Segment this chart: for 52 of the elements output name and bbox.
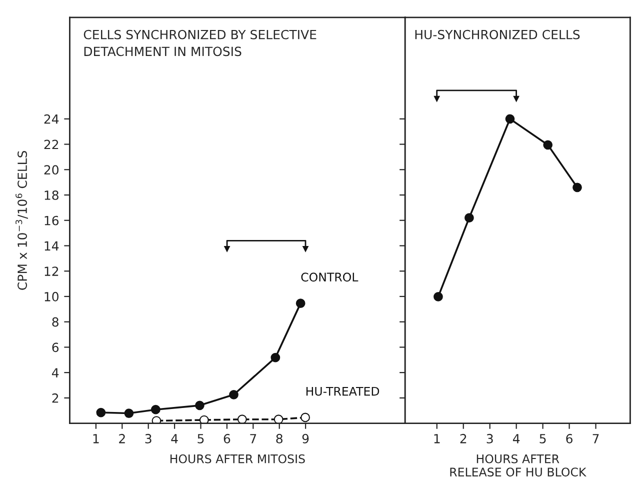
point (543, 140, 553, 150)
x-tick-label: 2 (460, 434, 466, 444)
text: HU-SYNCHRONIZED CELLS (415, 30, 580, 40)
x-tick-label: 7 (592, 434, 599, 444)
point (274, 414, 284, 424)
point (464, 213, 474, 223)
text: CELLS SYNCHRONIZED BY SELECTIVE DETACHMENT IN MITOSIS (84, 30, 316, 56)
y-tick-label: 12 (44, 266, 58, 276)
point (300, 412, 310, 422)
point (296, 298, 306, 308)
x-tick-label: 6 (224, 434, 230, 444)
x-tick-label: 8 (276, 434, 282, 444)
point (572, 182, 582, 192)
x-tick-label: 1 (434, 434, 440, 444)
point (150, 404, 160, 414)
x-tick-label: 9 (302, 434, 309, 444)
point (195, 400, 204, 410)
x-tick-label: 6 (566, 434, 572, 444)
y-tick-label: 22 (44, 140, 58, 150)
y-tick-label: 6 (52, 342, 59, 352)
x-tick-label: 5 (540, 434, 546, 444)
x-tick-label: 4 (171, 434, 178, 444)
x-tick-label: 5 (198, 434, 204, 444)
x-tick-label: 7 (250, 434, 256, 444)
y-tick-label: 14 (44, 241, 59, 250)
x-axis-title: HOURS AFTER RELEASE OF HU BLOCK (450, 454, 586, 477)
y-tick-label: 16 (44, 216, 59, 226)
series-label: HU-TREATED (306, 386, 380, 396)
y-tick-label: 18 (44, 190, 58, 200)
point (237, 414, 247, 424)
y-tick-label: 8 (52, 317, 58, 327)
point (505, 114, 515, 124)
y-tick-label: 2 (52, 393, 58, 403)
x-tick-label: 3 (486, 434, 493, 444)
point (229, 390, 238, 400)
point (96, 408, 106, 418)
point (434, 292, 443, 302)
x-tick-label: 1 (93, 434, 99, 444)
y-tick-label: 10 (44, 292, 58, 302)
x-tick-label: 2 (119, 434, 125, 444)
x-tick-label: 4 (512, 434, 520, 444)
point (199, 415, 209, 424)
series-label: CONTROL (301, 272, 358, 282)
x-tick-label: 3 (145, 434, 152, 444)
point (152, 416, 162, 424)
y-axis-title: CPM x 10$^{−3}$/10$^{6}$ CELLS (16, 150, 28, 290)
y-tick-label: 20 (44, 165, 58, 175)
point (124, 408, 134, 418)
y-tick-label: 24 (44, 114, 59, 124)
y-tick-label: 4 (52, 368, 59, 378)
point (270, 352, 280, 362)
x-axis-title: HOURS AFTER MITOSIS (170, 454, 305, 464)
